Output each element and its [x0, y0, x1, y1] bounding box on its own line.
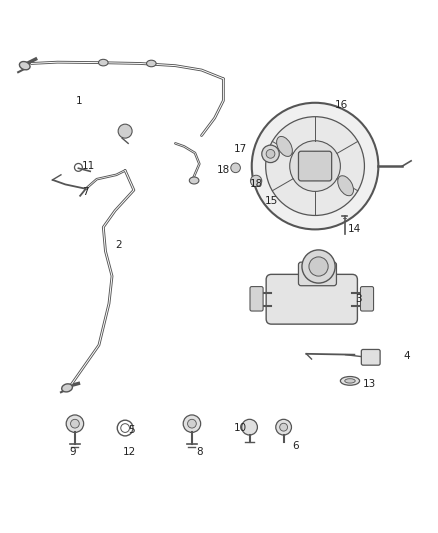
Text: 10: 10 — [234, 423, 247, 433]
Text: 18: 18 — [217, 165, 230, 175]
Text: 5: 5 — [128, 425, 135, 435]
Circle shape — [290, 141, 340, 191]
Text: 16: 16 — [335, 100, 348, 110]
Circle shape — [266, 117, 364, 215]
Circle shape — [252, 103, 378, 229]
Text: 15: 15 — [265, 196, 278, 206]
Text: 7: 7 — [82, 187, 89, 197]
Ellipse shape — [277, 136, 292, 157]
Circle shape — [280, 423, 288, 431]
Ellipse shape — [62, 384, 72, 392]
Text: 4: 4 — [403, 351, 410, 361]
Ellipse shape — [147, 60, 156, 67]
Text: 11: 11 — [81, 161, 95, 171]
Text: 13: 13 — [363, 379, 376, 390]
Text: 17: 17 — [234, 143, 247, 154]
FancyBboxPatch shape — [250, 287, 263, 311]
Ellipse shape — [189, 177, 199, 184]
Text: 9: 9 — [69, 447, 76, 457]
FancyBboxPatch shape — [298, 262, 336, 286]
Circle shape — [231, 163, 240, 173]
Circle shape — [262, 145, 279, 163]
Ellipse shape — [99, 59, 108, 66]
Ellipse shape — [345, 379, 355, 383]
Text: 6: 6 — [292, 440, 299, 450]
Text: 18: 18 — [250, 179, 263, 189]
Circle shape — [187, 419, 196, 428]
Text: 12: 12 — [123, 447, 136, 457]
Text: 8: 8 — [196, 447, 203, 457]
Circle shape — [251, 175, 262, 187]
Circle shape — [302, 250, 335, 283]
Circle shape — [276, 419, 291, 435]
Text: 3: 3 — [355, 294, 362, 304]
Ellipse shape — [338, 176, 353, 196]
Circle shape — [266, 149, 275, 158]
Text: 2: 2 — [115, 240, 122, 249]
Ellipse shape — [19, 61, 30, 70]
Circle shape — [71, 419, 79, 428]
Circle shape — [66, 415, 84, 432]
Circle shape — [118, 124, 132, 138]
Ellipse shape — [340, 376, 360, 385]
Circle shape — [301, 152, 329, 180]
Text: 14: 14 — [348, 224, 361, 235]
FancyBboxPatch shape — [266, 274, 357, 324]
Circle shape — [183, 415, 201, 432]
FancyBboxPatch shape — [298, 151, 332, 181]
FancyBboxPatch shape — [360, 287, 374, 311]
Circle shape — [309, 257, 328, 276]
FancyBboxPatch shape — [361, 350, 380, 365]
Text: 1: 1 — [76, 95, 83, 106]
Circle shape — [242, 419, 258, 435]
